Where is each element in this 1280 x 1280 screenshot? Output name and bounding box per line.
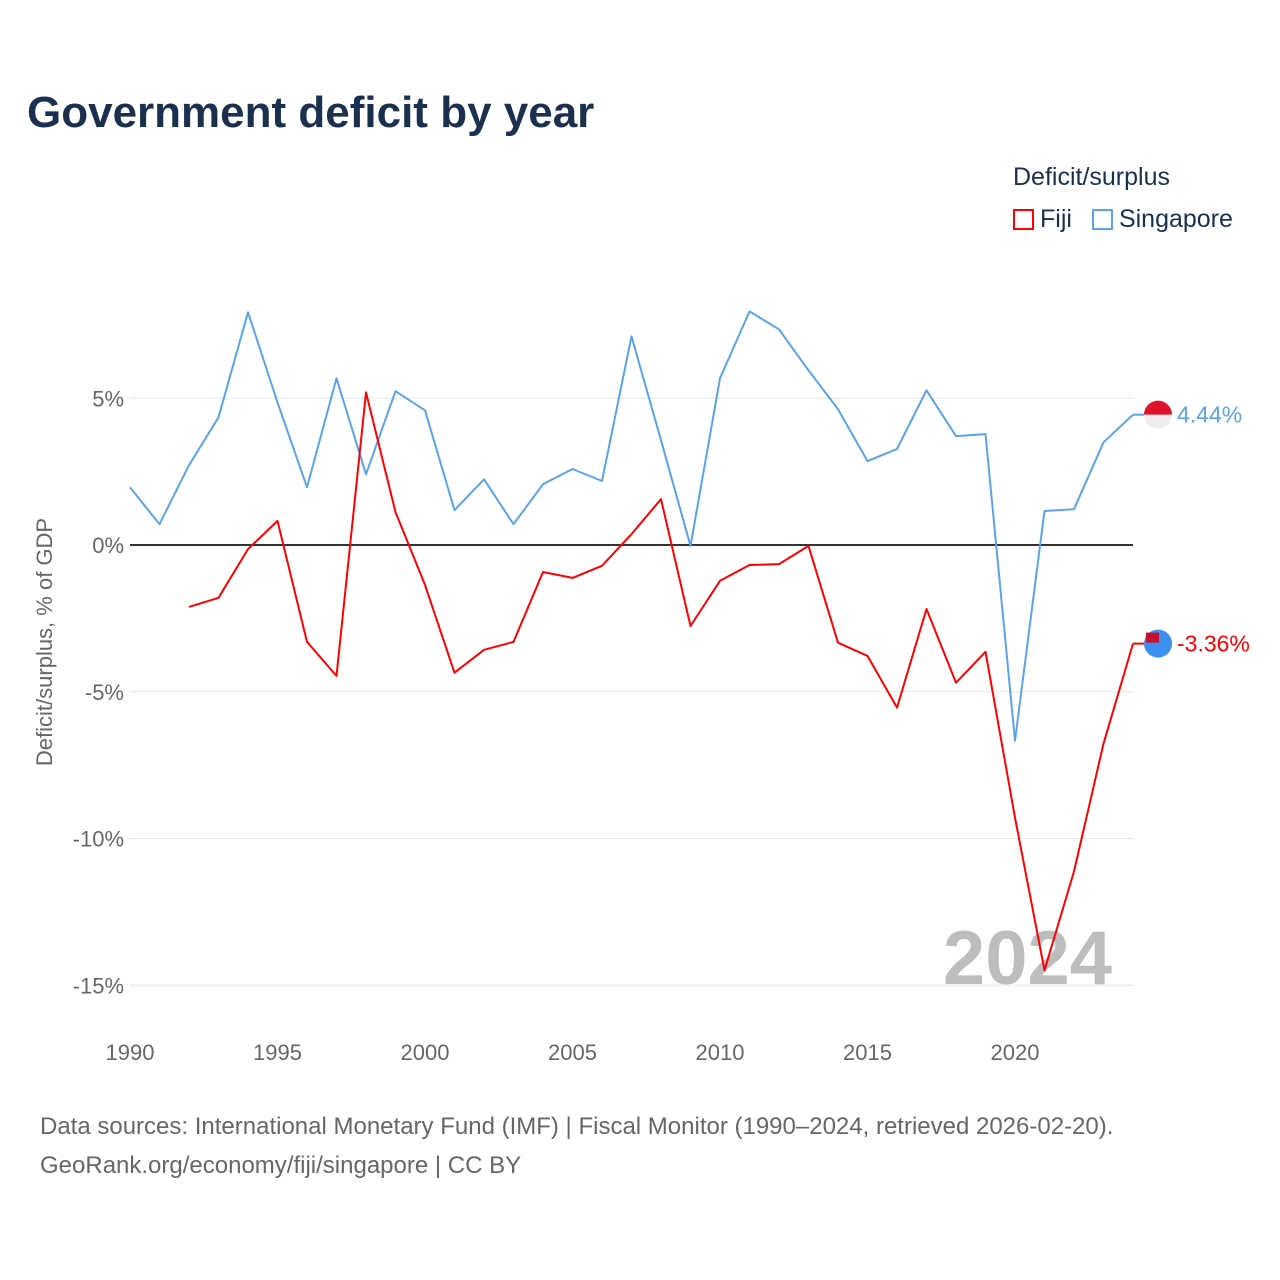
x-tick-label: 2000	[401, 1040, 450, 1065]
source-note: Data sources: International Monetary Fun…	[40, 1107, 1113, 1185]
legend-item-singapore[interactable]: Singapore	[1091, 205, 1233, 234]
x-tick-label: 2005	[548, 1040, 597, 1065]
source-line: Data sources: International Monetary Fun…	[40, 1113, 1114, 1140]
series-line-fiji	[188, 391, 1134, 972]
legend-title: Deficit/surplus	[1013, 163, 1170, 191]
legend-swatch	[1013, 209, 1034, 230]
year-watermark: 2024	[943, 916, 1112, 1001]
y-tick-label: -10%	[73, 827, 124, 852]
legend-swatch	[1091, 209, 1113, 230]
x-tick-label: 2020	[991, 1040, 1040, 1065]
y-tick-label: -5%	[85, 680, 124, 705]
legend: Fiji Singapore	[1013, 205, 1233, 234]
end-value-label: -3.36%	[1177, 631, 1250, 657]
y-tick-label: 5%	[92, 386, 124, 411]
x-tick-label: 1995	[253, 1040, 302, 1065]
end-value-label: 4.44%	[1177, 402, 1242, 428]
x-tick-label: 1990	[106, 1040, 155, 1065]
page-title: Government deficit by year	[27, 88, 595, 137]
x-tick-label: 2010	[696, 1040, 745, 1065]
legend-label: Fiji	[1040, 205, 1072, 233]
y-tick-label: 0%	[92, 533, 124, 558]
flag-canton	[1146, 632, 1159, 643]
source-url[interactable]: GeoRank.org/economy/fiji/singapore | CC …	[40, 1152, 522, 1179]
series-line-singapore	[129, 310, 1134, 742]
legend-item-fiji[interactable]: Fiji	[1013, 205, 1072, 234]
x-tick-label: 2015	[843, 1040, 892, 1065]
flag-red-half	[1144, 400, 1172, 415]
y-tick-label: -15%	[73, 973, 124, 998]
legend-label: Singapore	[1118, 205, 1233, 233]
y-axis-label: Deficit/surplus, % of GDP	[32, 518, 57, 766]
